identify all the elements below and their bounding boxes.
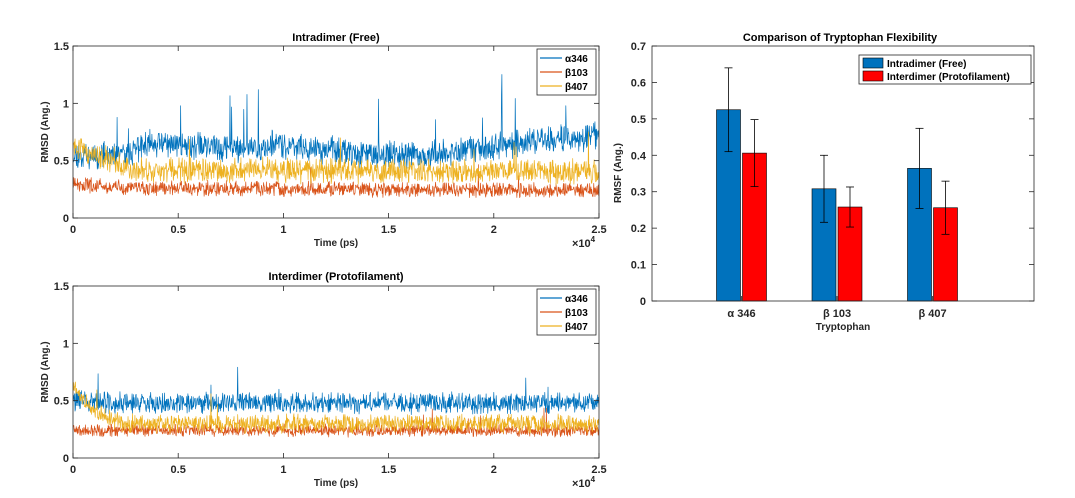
legend: α346 β103 β407 xyxy=(536,48,597,96)
y-tick-label: 0 xyxy=(63,453,69,465)
y-tick-label: 0.3 xyxy=(631,187,646,199)
x-tick-label: 1.5 xyxy=(381,224,396,236)
x-tick-label: 0 xyxy=(70,464,76,476)
chart-title: Intradimer (Free) xyxy=(292,32,380,44)
x-axis-label: Time (ps) xyxy=(314,238,358,249)
y-tick-label: 1 xyxy=(63,98,69,110)
legend: α346 β103 β407 xyxy=(536,288,597,336)
x-tick-label: 1 xyxy=(280,464,286,476)
legend-swatch-intradimer xyxy=(862,57,884,69)
legend-label-b407: β407 xyxy=(565,82,588,93)
series-line-0 xyxy=(73,366,599,415)
x-tick-label: 0 xyxy=(70,224,76,236)
y-tick-label: 0.5 xyxy=(54,396,69,408)
plot-frame xyxy=(72,285,600,459)
x-exponent: ×104 xyxy=(572,235,596,250)
legend-label-intradimer: Intradimer (Free) xyxy=(887,59,966,70)
y-tick-label: 0.2 xyxy=(631,223,646,235)
rmsd-chart-interdimer: Interdimer (Protofilament) 0 0.5 1 1.5 2 2.50… xyxy=(40,271,607,490)
series-layer xyxy=(73,74,599,199)
series-line-2 xyxy=(73,381,599,434)
x-axis-label: Time (ps) xyxy=(314,478,358,489)
x-tick-label: β 407 xyxy=(918,308,946,320)
y-axis-label: RMSD (Ang.) xyxy=(40,101,51,162)
x-tick-label: 0.5 xyxy=(171,224,186,236)
chart-title: Comparison of Tryptophan Flexibility xyxy=(743,32,938,44)
x-tick-label: 2 xyxy=(491,464,497,476)
tick-layer: 0 0.5 1 1.5 2 2.5 0 0.5 1 1.5 xyxy=(54,41,607,236)
y-tick-label: 1 xyxy=(63,338,69,350)
x-tick-label: β 103 xyxy=(823,308,851,320)
y-axis-label: RMSF (Ang.) xyxy=(613,143,624,203)
y-tick-label: 0.4 xyxy=(631,150,647,162)
tick-layer: 0 0.5 1 1.5 2 2.5 0 0.5 1 1.5 xyxy=(54,281,607,476)
y-tick-label: 0.1 xyxy=(631,260,646,272)
tick-layer: α 346 β 103 β 407 0 0.1 0.2 0.3 0.4 0.5 0.6 0.7 xyxy=(631,41,1034,320)
x-exponent: ×104 xyxy=(572,475,596,490)
x-axis-label: Tryptophan xyxy=(816,322,870,333)
x-tick-label: 1.5 xyxy=(381,464,396,476)
x-tick-label: 2 xyxy=(491,224,497,236)
legend-box xyxy=(858,54,1032,85)
legend-swatch-interdimer xyxy=(862,70,884,82)
x-tick-label: 0.5 xyxy=(171,464,186,476)
series-line-2 xyxy=(73,131,599,186)
legend-label-a346: α346 xyxy=(565,54,588,65)
legend: Intradimer (Free) Interdimer (Protofilam… xyxy=(858,54,1032,85)
rmsf-bar-chart: Comparison of Tryptophan Flexibility α 3… xyxy=(613,32,1035,333)
rmsd-chart-intradimer: Intradimer (Free) 0 0.5 1 1.5 2 2.5 0 0.5 1 1.5 T… xyxy=(40,32,607,250)
series-line-1 xyxy=(73,164,599,199)
x-tick-label: α 346 xyxy=(727,308,755,320)
legend-label-b103: β103 xyxy=(565,68,588,79)
x-tick-label: 2.5 xyxy=(591,464,606,476)
plot-frame xyxy=(651,45,1035,302)
plot-frame xyxy=(72,45,600,219)
chart-title: Interdimer (Protofilament) xyxy=(268,271,403,283)
y-tick-label: 0.6 xyxy=(631,77,646,89)
y-tick-label: 0.7 xyxy=(631,41,646,53)
y-tick-label: 1.5 xyxy=(54,281,69,293)
series-line-0 xyxy=(73,74,599,170)
y-tick-label: 0 xyxy=(63,213,69,225)
y-tick-label: 0.5 xyxy=(631,114,646,126)
y-tick-label: 0.5 xyxy=(54,156,69,168)
legend-label-a346: α346 xyxy=(565,294,588,305)
y-tick-label: 1.5 xyxy=(54,41,69,53)
series-line-1 xyxy=(73,407,599,438)
y-axis-label: RMSD (Ang.) xyxy=(40,341,51,402)
legend-label-b103: β103 xyxy=(565,308,588,319)
legend-label-interdimer: Interdimer (Protofilament) xyxy=(887,72,1010,83)
x-tick-label: 2.5 xyxy=(591,224,606,236)
bar-layer xyxy=(716,67,958,302)
legend-label-b407: β407 xyxy=(565,322,588,333)
series-layer xyxy=(73,366,599,438)
y-tick-label: 0 xyxy=(640,296,646,308)
x-tick-label: 1 xyxy=(280,224,286,236)
